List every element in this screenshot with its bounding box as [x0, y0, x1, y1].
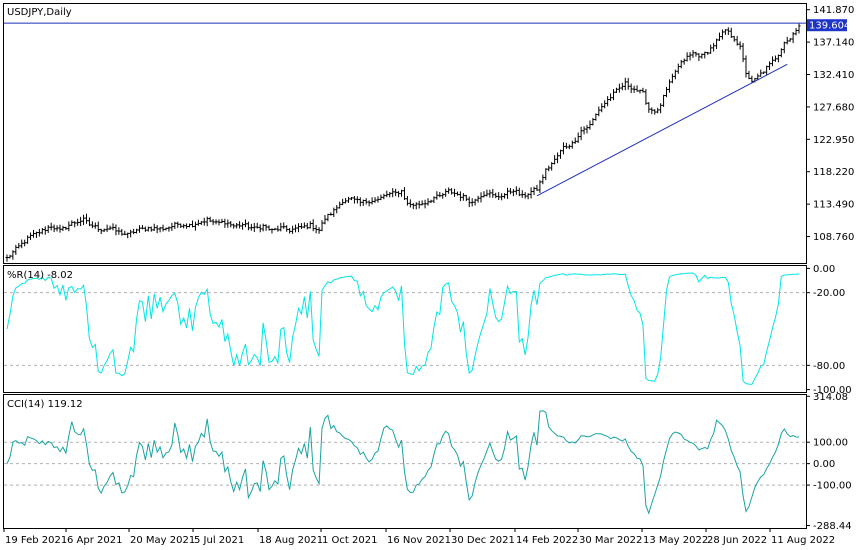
cci-panel-frame	[3, 394, 807, 529]
price-y-tick-label: 118.220	[813, 167, 854, 178]
x-tick-label: 16 Nov 2021	[387, 535, 451, 546]
current-price-box	[807, 19, 847, 32]
x-tick-label: 6 Apr 2021	[67, 535, 122, 546]
price-y-tick-label: 122.950	[813, 135, 854, 146]
price-y-tick-label: 141.870	[813, 5, 854, 16]
wpr-y-tick-label: -80.00	[813, 361, 845, 372]
wpr-y-tick-label: 0.00	[813, 264, 835, 275]
wpr-y-tick-label: -20.00	[813, 288, 845, 299]
wpr-panel-frame	[3, 265, 807, 393]
x-tick-label: 19 Feb 2021	[5, 535, 67, 546]
x-tick-label: 1 Oct 2021	[322, 535, 377, 546]
cci-panel-title: CCI(14) 119.12	[7, 399, 83, 410]
wpr-y-tick-label: -100.00	[813, 385, 852, 396]
x-tick-label: 20 May 2021	[130, 535, 195, 546]
x-tick-label: 14 Feb 2022	[516, 535, 578, 546]
cci-y-tick-label: -100.00	[813, 481, 852, 492]
price-y-tick-label: 108.760	[813, 232, 854, 243]
x-tick-label: 18 Aug 2021	[259, 535, 323, 546]
x-tick-label: 28 Jun 2022	[707, 535, 767, 546]
price-panel: 141.870 137.140 132.410 127.680 122.950 118.2…	[4, 5, 854, 262]
current-price-label: 139.604	[809, 21, 850, 32]
cci-y-axis: 314.08 100.00 0.00 -100.00 -288.44	[806, 392, 852, 532]
wpr-panel-title: %R(14) -8.02	[7, 270, 73, 281]
wpr-series-line	[6, 272, 800, 385]
cci-y-tick-label: 314.08	[813, 392, 848, 403]
x-tick-label: 11 Aug 2022	[771, 535, 835, 546]
panel-frames	[3, 3, 807, 529]
cci-y-tick-label: -288.44	[813, 521, 852, 532]
wpr-y-axis: 0.00 -20.00 -80.00 -100.00	[806, 264, 852, 396]
price-bars	[5, 23, 801, 262]
x-tick-label: 5 Jul 2021	[194, 535, 244, 546]
wpr-panel: 0.00 -20.00 -80.00 -100.00 %R(14) -8.02	[4, 264, 852, 396]
price-panel-title: USDJPY,Daily	[7, 7, 72, 18]
x-tick-label: 30 Dec 2021	[451, 535, 515, 546]
price-panel-frame	[3, 3, 807, 264]
trend-line[interactable]	[536, 63, 788, 197]
wpr-levels	[4, 292, 806, 366]
cci-panel: 314.08 100.00 0.00 -100.00 -288.44 CCI(14) 1…	[4, 392, 852, 532]
price-y-tick-label: 137.140	[813, 38, 854, 49]
x-tick-label: 30 Mar 2022	[579, 535, 642, 546]
cci-series-line	[6, 410, 799, 515]
cci-levels	[4, 441, 806, 486]
cci-y-tick-label: 0.00	[813, 459, 835, 470]
price-y-tick-label: 132.410	[813, 70, 854, 81]
price-y-tick-label: 127.680	[813, 102, 854, 113]
x-tick-label: 13 May 2022	[643, 535, 708, 546]
cci-y-tick-label: 100.00	[813, 438, 848, 449]
price-y-axis: 141.870 137.140 132.410 127.680 122.950 118.2…	[806, 5, 854, 243]
price-y-tick-label: 113.490	[813, 200, 854, 211]
